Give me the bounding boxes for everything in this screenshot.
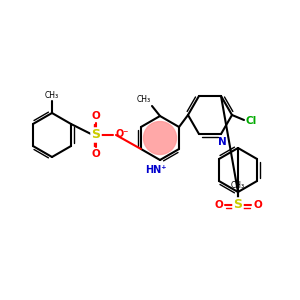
Text: O: O xyxy=(92,149,100,159)
Text: CH₃: CH₃ xyxy=(231,181,245,190)
Text: CH₃: CH₃ xyxy=(137,95,151,104)
Text: O: O xyxy=(214,200,223,210)
Text: Cl: Cl xyxy=(246,116,257,126)
Text: O: O xyxy=(92,111,100,121)
Text: CH₃: CH₃ xyxy=(45,91,59,100)
Text: HN⁺: HN⁺ xyxy=(145,165,167,175)
Text: S: S xyxy=(92,128,100,142)
Circle shape xyxy=(143,122,176,154)
Text: O: O xyxy=(253,200,262,210)
Text: N: N xyxy=(218,137,226,147)
Text: O⁻: O⁻ xyxy=(116,129,129,139)
Text: S: S xyxy=(233,199,242,212)
